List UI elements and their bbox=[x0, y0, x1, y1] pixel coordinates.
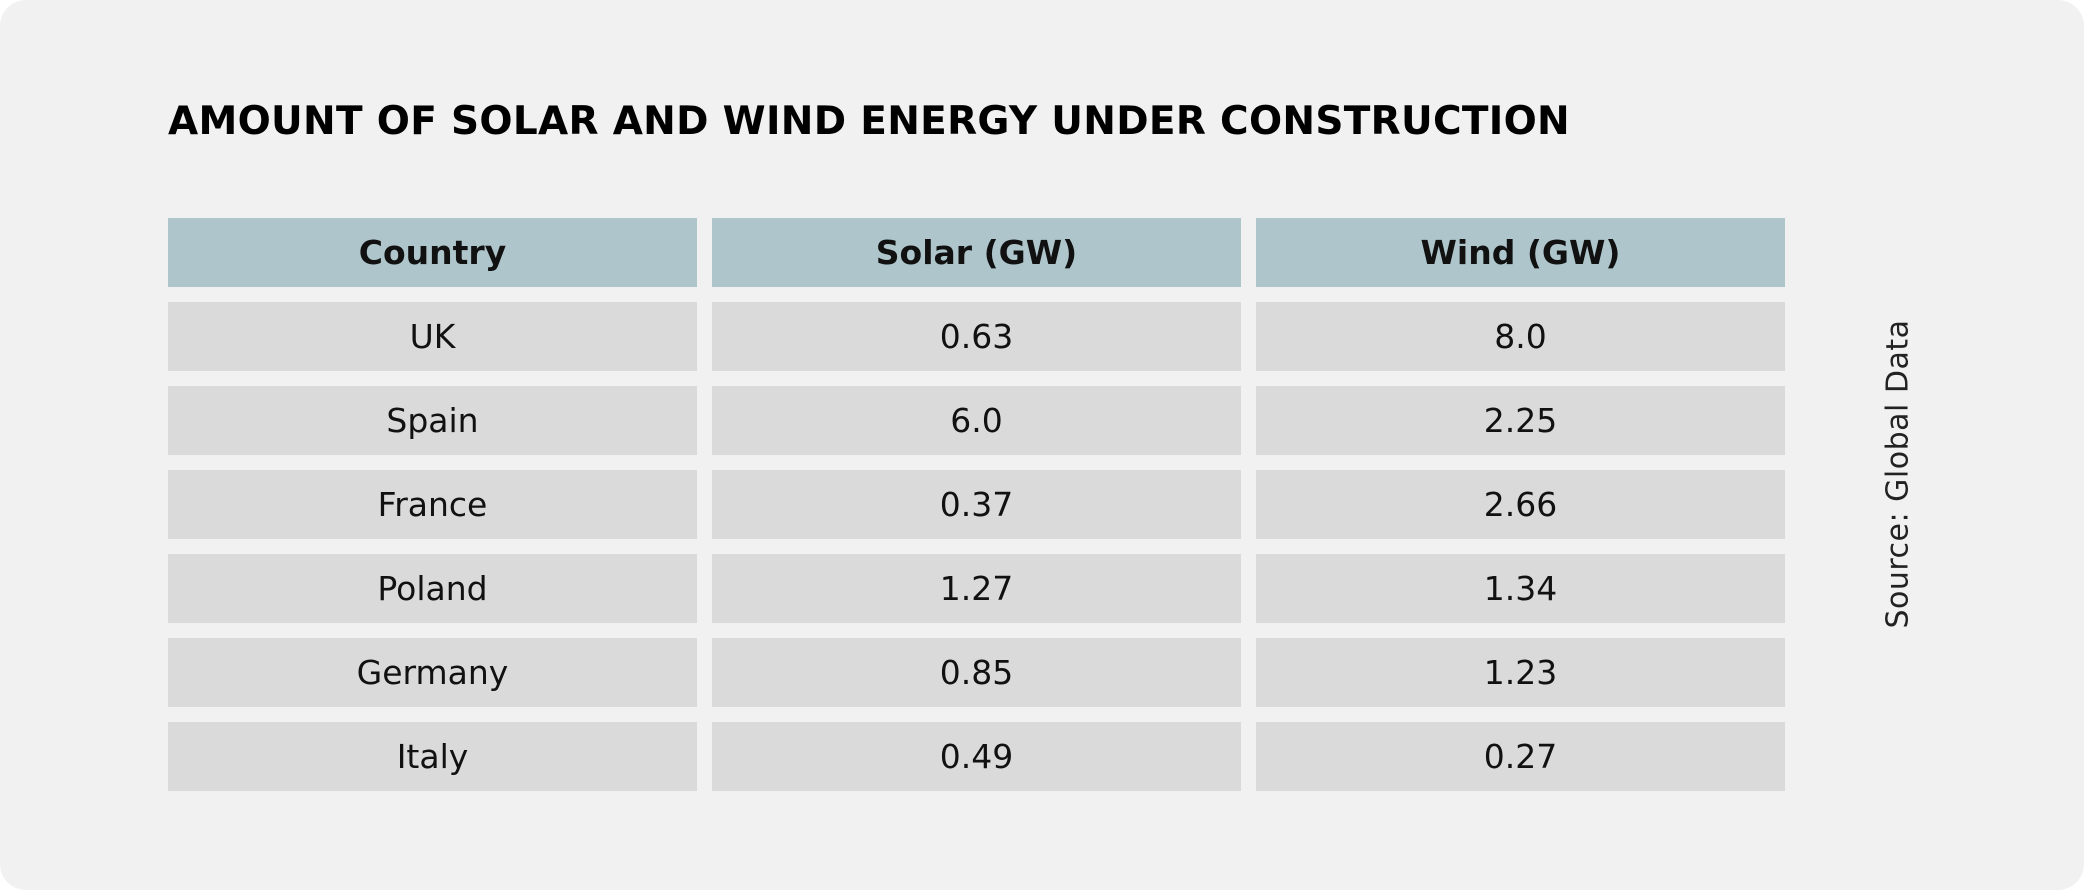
cell-solar: 0.37 bbox=[712, 470, 1241, 539]
source-note: Source: Global Data bbox=[1880, 319, 1916, 629]
table-row: Italy 0.49 0.27 bbox=[168, 722, 1785, 791]
data-table-container: Country Solar (GW) Wind (GW) UK 0.63 8.0… bbox=[168, 218, 1788, 791]
cell-solar: 1.27 bbox=[712, 554, 1241, 623]
cell-wind: 1.23 bbox=[1256, 638, 1785, 707]
column-header-wind: Wind (GW) bbox=[1256, 218, 1785, 287]
cell-wind: 8.0 bbox=[1256, 302, 1785, 371]
cell-solar: 6.0 bbox=[712, 386, 1241, 455]
cell-country: UK bbox=[168, 302, 697, 371]
cell-country: Germany bbox=[168, 638, 697, 707]
cell-country: Spain bbox=[168, 386, 697, 455]
table-row: UK 0.63 8.0 bbox=[168, 302, 1785, 371]
column-header-solar: Solar (GW) bbox=[712, 218, 1241, 287]
table-row: Poland 1.27 1.34 bbox=[168, 554, 1785, 623]
table-header-row: Country Solar (GW) Wind (GW) bbox=[168, 218, 1785, 287]
table-row: France 0.37 2.66 bbox=[168, 470, 1785, 539]
cell-wind: 1.34 bbox=[1256, 554, 1785, 623]
table-row: Spain 6.0 2.25 bbox=[168, 386, 1785, 455]
cell-country: France bbox=[168, 470, 697, 539]
cell-wind: 2.25 bbox=[1256, 386, 1785, 455]
cell-country: Italy bbox=[168, 722, 697, 791]
data-table: Country Solar (GW) Wind (GW) UK 0.63 8.0… bbox=[153, 203, 1800, 806]
chart-title: AMOUNT OF SOLAR AND WIND ENERGY UNDER CO… bbox=[168, 99, 1570, 144]
column-header-country: Country bbox=[168, 218, 697, 287]
cell-solar: 0.49 bbox=[712, 722, 1241, 791]
cell-wind: 0.27 bbox=[1256, 722, 1785, 791]
cell-wind: 2.66 bbox=[1256, 470, 1785, 539]
cell-solar: 0.63 bbox=[712, 302, 1241, 371]
table-row: Germany 0.85 1.23 bbox=[168, 638, 1785, 707]
cell-solar: 0.85 bbox=[712, 638, 1241, 707]
cell-country: Poland bbox=[168, 554, 697, 623]
